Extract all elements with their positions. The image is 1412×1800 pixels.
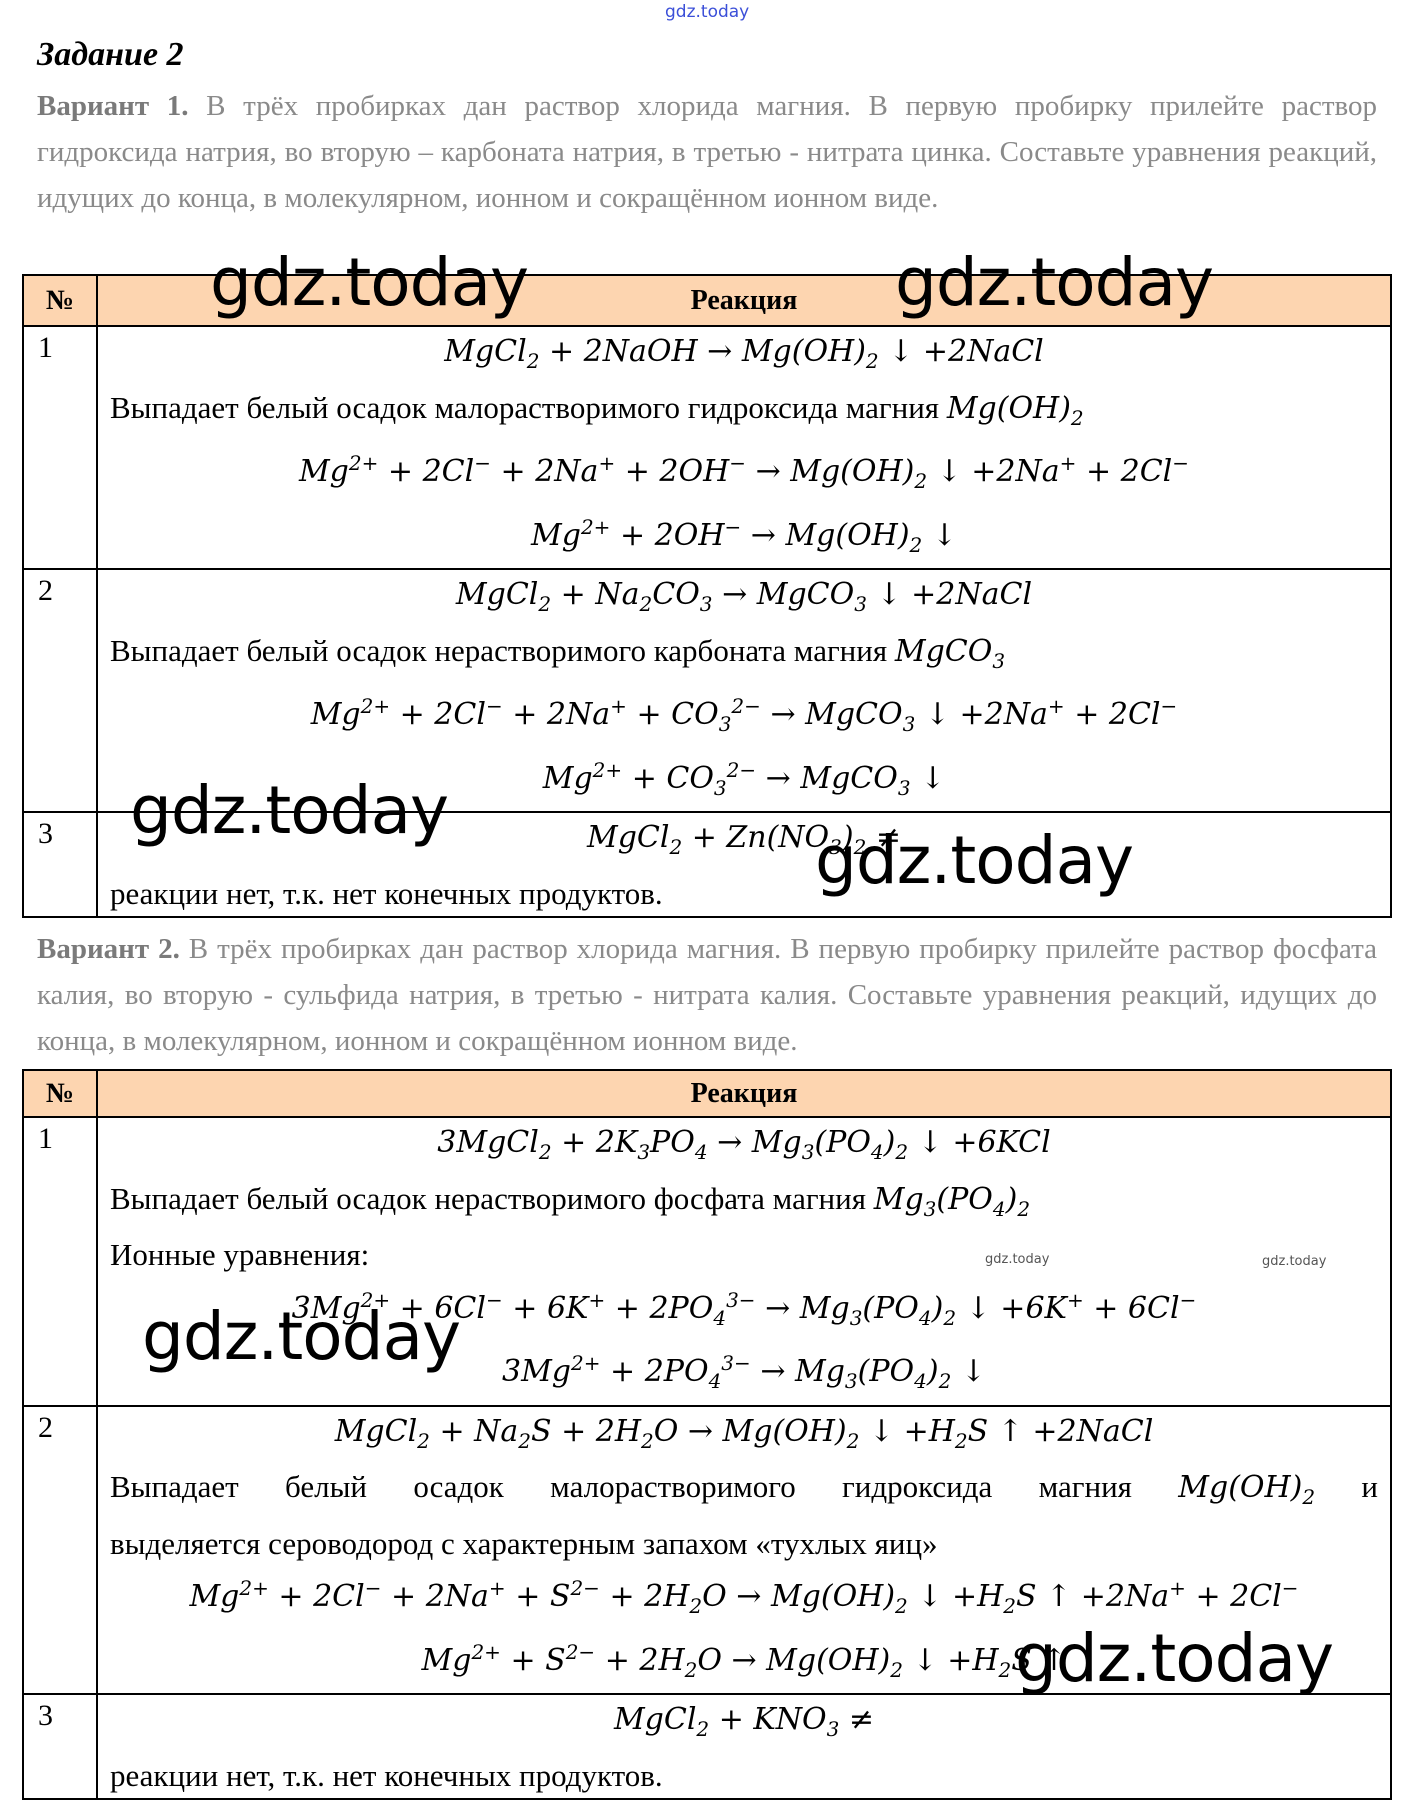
ionic-equations-label: Ионные уравнения: bbox=[110, 1237, 370, 1272]
variant2-text: В трёх пробирках дан раствор хлорида маг… bbox=[37, 933, 1377, 1057]
row-number: 1 bbox=[22, 1116, 98, 1407]
variant2-task: Вариант 2. В трёх пробирках дан раствор … bbox=[37, 926, 1377, 1064]
reaction-description: Выпадает белый осадок малорастворимого г… bbox=[110, 1469, 1132, 1504]
variant1-table: № Реакция 1 MgCl2 + 2NaOH → Mg(OH)2 ↓ +2N… bbox=[22, 274, 1392, 918]
reaction-description: реакции нет, т.к. нет конечных продуктов… bbox=[110, 875, 663, 911]
equation-molecular: MgCl2 + 2NaOH → Mg(OH)2 ↓ +2NaCl bbox=[444, 334, 1044, 373]
equation-molecular: MgCl2 + KNO3 ≠ bbox=[613, 1702, 875, 1741]
equation-short-ionic: Mg2+ + 2OH− → Mg(OH)2 ↓ bbox=[531, 514, 957, 557]
header-reaction: Реакция bbox=[96, 1069, 1392, 1118]
equation-molecular: MgCl2 + Na2S + 2H2O → Mg(OH)2 ↓ +H2S ↑ +… bbox=[334, 1413, 1154, 1453]
table-row: 1 MgCl2 + 2NaOH → Mg(OH)2 ↓ +2NaCl Выпад… bbox=[22, 325, 1392, 570]
equation-short-ionic: Mg2+ + S2− + 2H2O → Mg(OH)2 ↓ +H2S ↑ bbox=[421, 1639, 1067, 1682]
reaction-description: Выпадает белый осадок нерастворимого фос… bbox=[110, 1180, 866, 1216]
conjunction: и bbox=[1361, 1469, 1379, 1504]
equation-molecular: MgCl2 + Na2CO3 → MgCO3 ↓ +2NaCl bbox=[455, 577, 1033, 616]
page-title: Задание 2 bbox=[37, 36, 184, 73]
equation-short-ionic: Mg2+ + CO32− → MgCO3 ↓ bbox=[542, 757, 946, 800]
watermark-small: gdz.today bbox=[1262, 1254, 1327, 1269]
watermark: gdz.today bbox=[1015, 1620, 1334, 1697]
table-row: 3 MgCl2 + Zn(NO3)2 ≠ реакции нет, т.к. н… bbox=[22, 811, 1392, 918]
header-reaction: Реакция bbox=[96, 274, 1392, 327]
variant2-table: № Реакция 1 3MgCl2 + 2K3PO4 → Mg3(PO4)2 ↓… bbox=[22, 1069, 1392, 1800]
row-number: 3 bbox=[22, 811, 98, 918]
watermark: gdz.today bbox=[895, 244, 1214, 321]
equation-ionic: Mg2+ + 2Cl− + 2Na+ + 2OH− → Mg(OH)2 ↓ +2… bbox=[298, 451, 1190, 493]
reaction-description-2: выделяется сероводород с характерным зап… bbox=[110, 1525, 938, 1561]
watermark: gdz.today bbox=[142, 1298, 461, 1375]
variant2-label: Вариант 2. bbox=[37, 933, 180, 965]
watermark: gdz.today bbox=[210, 244, 529, 321]
row-number: 2 bbox=[22, 568, 98, 813]
watermark: gdz.today bbox=[130, 772, 449, 849]
row-number: 3 bbox=[22, 1693, 98, 1800]
variant1-text: В трёх пробирках дан раствор хлорида маг… bbox=[37, 90, 1377, 214]
equation-molecular: 3MgCl2 + 2K3PO4 → Mg3(PO4)2 ↓ +6KCl bbox=[437, 1125, 1051, 1164]
equation-ionic: Mg2+ + 2Cl− + 2Na+ + S2− + 2H2O → Mg(OH)… bbox=[189, 1576, 1299, 1618]
row-number: 2 bbox=[22, 1404, 98, 1695]
reaction-description: Выпадает белый осадок нерастворимого кар… bbox=[110, 632, 888, 668]
watermark: gdz.today bbox=[815, 822, 1134, 899]
table-row: 2 MgCl2 + Na2S + 2H2O → Mg(OH)2 ↓ +H2S ↑… bbox=[22, 1404, 1392, 1695]
variant1-label: Вариант 1. bbox=[37, 90, 189, 122]
reaction-description: Выпадает белый осадок малорастворимого г… bbox=[110, 389, 940, 425]
header-num: № bbox=[22, 274, 98, 327]
reaction-description: реакции нет, т.к. нет конечных продуктов… bbox=[110, 1757, 663, 1793]
table-row: 3 MgCl2 + KNO3 ≠ реакции нет, т.к. нет к… bbox=[22, 1693, 1392, 1800]
watermark-small: gdz.today bbox=[985, 1252, 1050, 1267]
equation-ionic: 3Mg2+ + 6Cl− + 6K+ + 2PO43− → Mg3(PO4)2 … bbox=[291, 1287, 1197, 1330]
equation-molecular: MgCl2 + Zn(NO3)2 ≠ bbox=[586, 820, 902, 859]
equation-short-ionic: 3Mg2+ + 2PO43− → Mg3(PO4)2 ↓ bbox=[501, 1351, 987, 1393]
header-watermark: gdz.today bbox=[665, 2, 750, 22]
table-row: 2 MgCl2 + Na2CO3 → MgCO3 ↓ +2NaCl Выпада… bbox=[22, 568, 1392, 813]
equation-ionic: Mg2+ + 2Cl− + 2Na+ + CO32− → MgCO3 ↓ +2N… bbox=[310, 694, 1178, 736]
row-number: 1 bbox=[22, 325, 98, 570]
table-row: 1 3MgCl2 + 2K3PO4 → Mg3(PO4)2 ↓ +6KCl Вы… bbox=[22, 1116, 1392, 1407]
variant1-task: Вариант 1. В трёх пробирках дан раствор … bbox=[37, 83, 1377, 221]
header-num: № bbox=[22, 1069, 98, 1118]
